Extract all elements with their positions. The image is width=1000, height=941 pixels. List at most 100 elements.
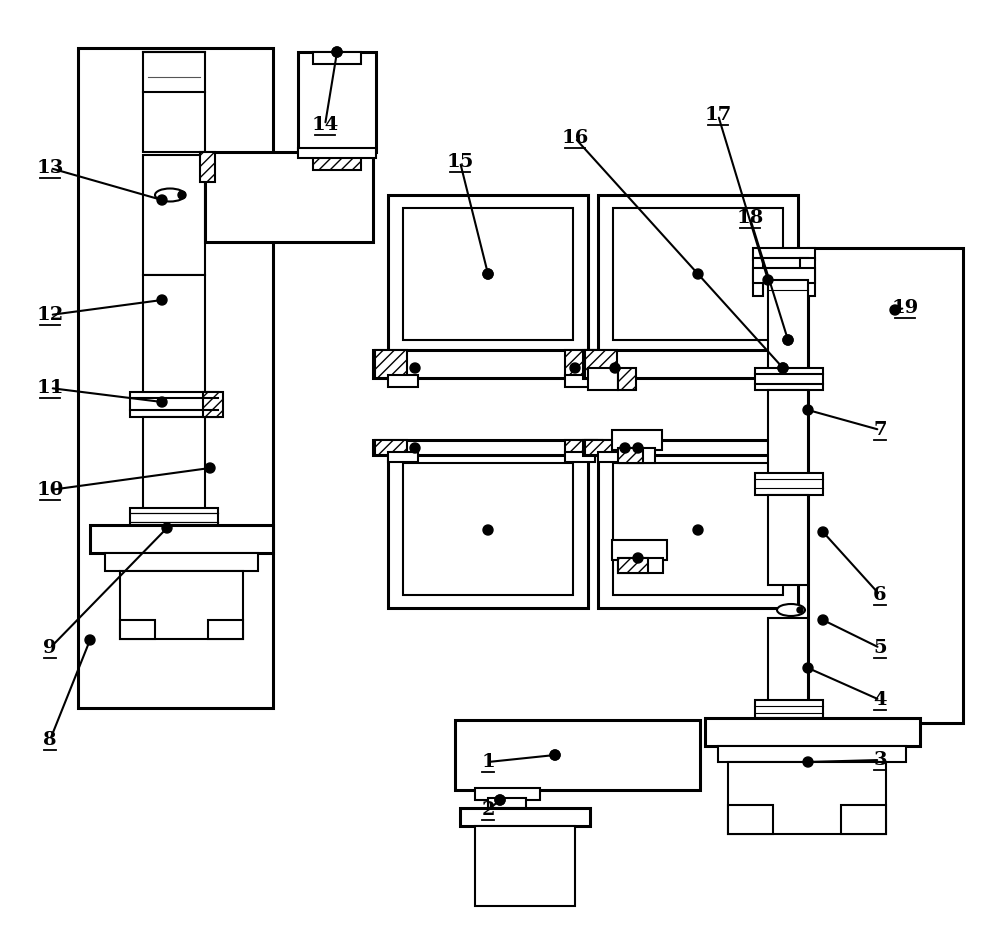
Ellipse shape xyxy=(777,604,805,616)
Bar xyxy=(583,350,811,378)
Bar xyxy=(313,52,361,64)
Text: 19: 19 xyxy=(891,299,919,317)
Text: 8: 8 xyxy=(43,731,57,749)
Circle shape xyxy=(693,269,703,279)
Bar xyxy=(460,808,590,826)
Bar xyxy=(205,152,373,242)
Circle shape xyxy=(205,463,215,473)
Circle shape xyxy=(85,635,95,645)
Bar xyxy=(753,248,815,260)
Bar xyxy=(403,208,573,340)
Circle shape xyxy=(157,195,167,205)
Bar xyxy=(755,473,823,495)
Circle shape xyxy=(783,335,793,345)
Bar xyxy=(475,826,575,906)
Bar xyxy=(475,788,540,800)
Text: 5: 5 xyxy=(873,639,887,657)
Bar xyxy=(90,525,273,553)
Text: 2: 2 xyxy=(481,801,495,819)
Circle shape xyxy=(495,795,505,805)
Text: 6: 6 xyxy=(873,586,887,604)
Circle shape xyxy=(818,527,828,537)
Circle shape xyxy=(633,443,643,453)
Bar xyxy=(130,392,218,417)
Circle shape xyxy=(570,363,580,373)
Bar xyxy=(620,448,655,463)
Circle shape xyxy=(550,750,560,760)
Bar xyxy=(565,350,597,378)
Bar xyxy=(583,440,811,455)
Bar xyxy=(403,463,573,595)
Bar xyxy=(705,718,920,746)
Bar xyxy=(208,620,243,639)
Bar xyxy=(388,375,418,387)
Bar xyxy=(585,350,617,378)
Bar xyxy=(120,571,243,639)
Circle shape xyxy=(332,47,342,57)
Bar xyxy=(455,720,700,790)
Circle shape xyxy=(410,443,420,453)
Text: 13: 13 xyxy=(36,159,64,177)
Circle shape xyxy=(483,525,493,535)
Circle shape xyxy=(495,795,505,805)
Text: 7: 7 xyxy=(873,421,887,439)
Bar xyxy=(203,392,223,417)
Bar xyxy=(808,248,963,723)
Bar xyxy=(143,52,205,152)
Bar xyxy=(728,762,886,834)
Bar xyxy=(565,375,595,387)
Bar xyxy=(718,746,906,762)
Text: 17: 17 xyxy=(704,106,732,124)
Bar xyxy=(598,452,628,462)
Bar xyxy=(78,48,273,708)
Circle shape xyxy=(162,523,172,533)
Circle shape xyxy=(157,397,167,407)
Bar xyxy=(613,463,783,595)
Bar xyxy=(143,155,205,275)
Circle shape xyxy=(803,757,813,767)
Bar xyxy=(768,618,808,703)
Circle shape xyxy=(803,663,813,673)
Bar xyxy=(565,452,595,462)
Circle shape xyxy=(693,525,703,535)
Bar xyxy=(120,620,155,639)
Bar xyxy=(613,208,783,340)
Bar xyxy=(388,452,418,462)
Bar xyxy=(841,805,886,834)
Bar xyxy=(612,430,662,450)
Bar xyxy=(488,798,526,808)
Bar xyxy=(373,350,601,378)
Circle shape xyxy=(332,47,342,57)
Text: 14: 14 xyxy=(311,116,339,134)
Text: 12: 12 xyxy=(36,306,64,324)
Bar xyxy=(773,350,805,378)
Circle shape xyxy=(633,553,643,563)
Bar xyxy=(143,275,205,395)
Bar xyxy=(775,452,805,462)
Bar xyxy=(375,350,407,378)
Circle shape xyxy=(483,269,493,279)
Ellipse shape xyxy=(155,188,185,201)
Text: 16: 16 xyxy=(561,129,589,147)
Circle shape xyxy=(620,443,630,453)
Bar xyxy=(313,150,361,170)
Text: 18: 18 xyxy=(736,209,764,227)
Bar xyxy=(565,440,597,455)
Circle shape xyxy=(178,191,186,199)
Bar xyxy=(598,195,798,353)
Text: 11: 11 xyxy=(36,379,64,397)
Bar xyxy=(768,495,808,585)
Bar xyxy=(598,450,798,608)
Bar xyxy=(768,280,808,370)
Bar xyxy=(588,368,618,390)
Circle shape xyxy=(410,363,420,373)
Text: 15: 15 xyxy=(446,153,474,171)
Text: 9: 9 xyxy=(43,639,57,657)
Bar xyxy=(728,805,773,834)
Circle shape xyxy=(803,405,813,415)
Bar xyxy=(130,508,218,528)
Circle shape xyxy=(157,295,167,305)
Bar xyxy=(773,440,805,455)
Bar xyxy=(760,258,808,270)
Circle shape xyxy=(797,607,803,613)
